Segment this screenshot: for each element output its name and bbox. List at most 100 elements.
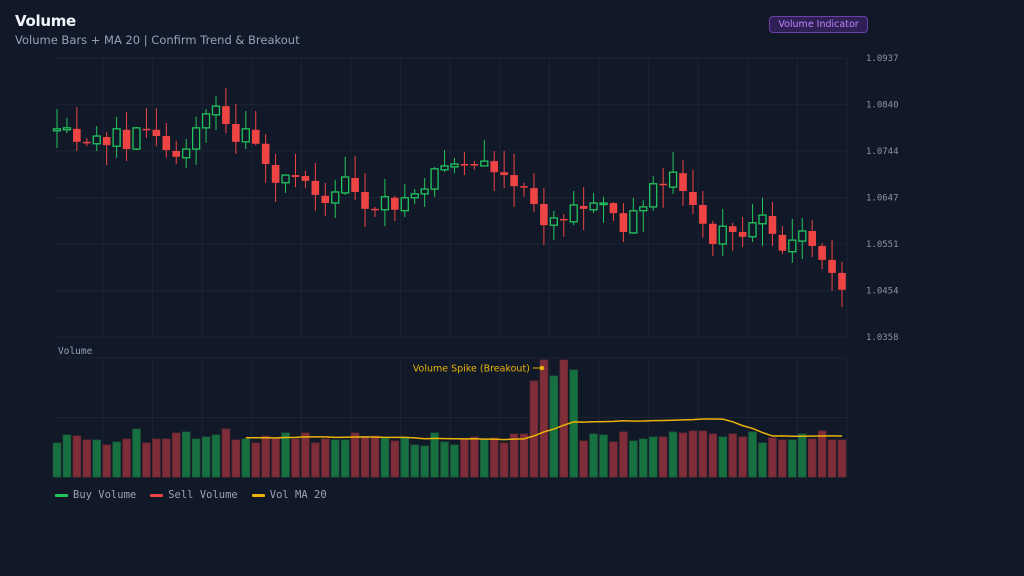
- candle-bearish: [559, 214, 568, 237]
- candle-bearish: [261, 134, 270, 183]
- sell-volume-bar: [658, 436, 668, 478]
- candle-body: [748, 222, 757, 238]
- candle-body: [619, 213, 628, 232]
- buy-volume-bar: [92, 439, 101, 478]
- candle-bullish: [380, 178, 390, 227]
- ma-swatch-icon: [251, 493, 265, 497]
- candle-body: [709, 223, 717, 244]
- candle-body: [629, 210, 638, 234]
- sell-volume-bar: [470, 436, 479, 478]
- candle-bearish: [122, 111, 131, 162]
- candle-body: [480, 160, 489, 167]
- sell-volume-bar: [271, 437, 280, 478]
- sell-volume-bar: [221, 428, 231, 478]
- buy-volume-bar: [549, 375, 559, 478]
- candle-body: [609, 203, 618, 214]
- candle-bullish: [668, 151, 678, 194]
- candle-bearish: [828, 240, 836, 291]
- volume-bars: [52, 359, 847, 478]
- buy-volume-bar: [440, 441, 449, 478]
- candle-body: [251, 129, 260, 144]
- price-tick-label: 1.0840: [866, 101, 899, 111]
- candle-body: [400, 197, 409, 212]
- candle-body: [351, 177, 359, 192]
- legend-vol-ma: Vol MA 20: [251, 489, 327, 501]
- candle-body: [470, 164, 479, 166]
- sell-volume-bar: [768, 437, 777, 478]
- candle-bullish: [718, 208, 727, 257]
- buy-volume-bar: [629, 440, 638, 478]
- candle-bullish: [191, 116, 201, 165]
- annotation-dot: [539, 365, 545, 371]
- legend-label: Buy Volume: [73, 489, 137, 501]
- sell-volume-bar: [778, 439, 787, 478]
- candle-bearish: [73, 107, 81, 151]
- candle-body: [440, 165, 449, 171]
- indicator-badge: Volume Indicator: [769, 16, 868, 33]
- candle-body: [172, 151, 181, 157]
- candle-body: [659, 183, 667, 186]
- candle-bearish: [460, 151, 469, 176]
- sell-volume-bar: [837, 439, 847, 478]
- candle-bearish: [102, 132, 111, 165]
- buy-volume-bar: [599, 434, 608, 478]
- sell-volume-bar: [678, 432, 688, 478]
- buy-volume-bar: [420, 445, 429, 478]
- candle-body: [291, 175, 300, 178]
- buy-volume-bar: [132, 428, 141, 478]
- candle-bullish: [549, 210, 558, 241]
- candle-bullish: [410, 189, 419, 205]
- candle-bullish: [211, 96, 221, 130]
- candle-bearish: [709, 220, 717, 257]
- candle-body: [778, 234, 787, 251]
- sell-volume-bar: [529, 380, 539, 478]
- sell-volume-bar: [609, 441, 618, 478]
- sell-volume-bar: [72, 435, 82, 478]
- candle-bullish: [798, 217, 807, 259]
- candle-body: [83, 141, 91, 144]
- buy-volume-bar: [639, 438, 648, 478]
- candle-bullish: [241, 111, 250, 150]
- candle-bearish: [510, 153, 518, 207]
- buy-volume-bar: [331, 439, 340, 478]
- volume-spike-annotation: Volume Spike (Breakout): [413, 364, 545, 375]
- candle-body: [668, 171, 678, 188]
- candle-body: [112, 128, 121, 147]
- candle-bearish: [838, 261, 846, 308]
- candle-body: [380, 196, 390, 211]
- candle-bullish: [112, 116, 121, 158]
- candle-bullish: [649, 176, 658, 211]
- candle-body: [211, 105, 221, 116]
- candle-bearish: [311, 163, 320, 211]
- candle-body: [201, 113, 211, 129]
- candle-body: [828, 259, 836, 273]
- sell-volume-bar: [807, 438, 817, 478]
- sell-volume-bar: [122, 438, 131, 478]
- candle-body: [430, 168, 439, 190]
- candle-bearish: [768, 202, 777, 246]
- sell-volume-bar: [619, 431, 628, 478]
- candle-body: [768, 216, 777, 234]
- candle-body: [549, 217, 558, 226]
- candle-body: [718, 225, 727, 245]
- candle-bearish: [391, 195, 399, 221]
- candle-body: [391, 197, 399, 210]
- candle-bullish: [341, 156, 350, 195]
- candle-bearish: [659, 167, 667, 208]
- candle-bearish: [490, 151, 499, 191]
- candle-bullish: [201, 109, 211, 143]
- buy-volume-bar: [718, 436, 727, 478]
- candle-body: [510, 175, 518, 187]
- sell-volume-bar: [728, 433, 737, 478]
- candle-body: [191, 127, 201, 150]
- sell-volume-bar: [509, 433, 519, 478]
- candle-bullish: [589, 192, 598, 214]
- candle-bearish: [699, 190, 707, 238]
- candle-bearish: [222, 87, 230, 134]
- candle-body: [589, 202, 598, 211]
- candle-body: [490, 161, 499, 173]
- sell-volume-bar: [370, 435, 380, 478]
- buy-volume-bar: [748, 431, 757, 478]
- candle-body: [450, 163, 459, 168]
- candle-body: [311, 180, 320, 195]
